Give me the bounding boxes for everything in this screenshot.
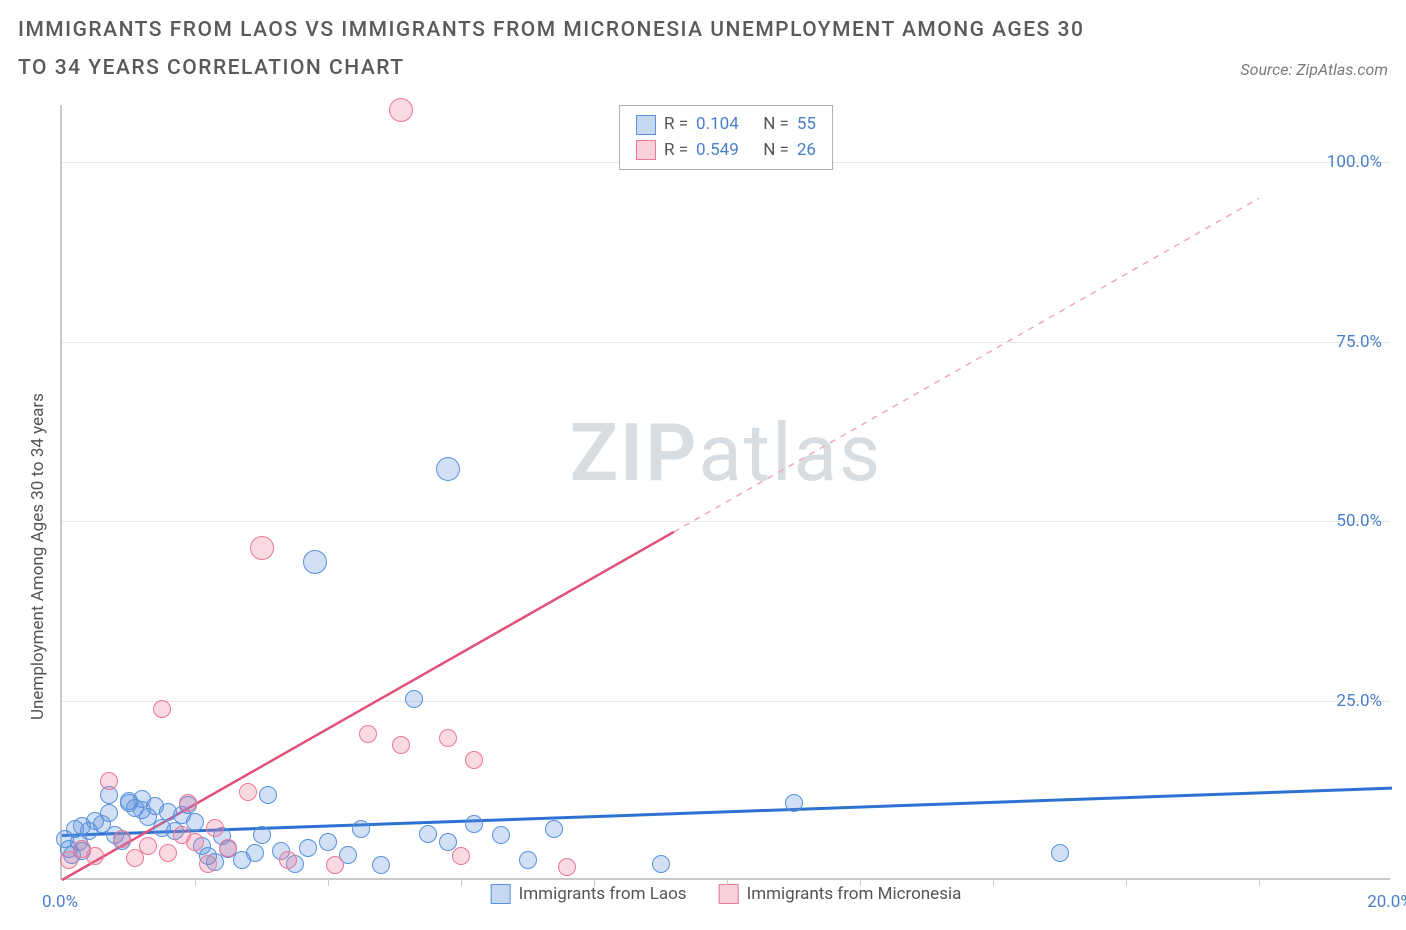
x-tick-label: 0.0% [42, 892, 78, 912]
data-point [206, 819, 224, 837]
swatch-blue [491, 884, 511, 904]
x-minor-tick [328, 878, 329, 886]
data-point [253, 826, 271, 844]
data-point [250, 536, 274, 560]
data-point [439, 833, 457, 851]
data-point [86, 847, 104, 865]
data-point [80, 822, 98, 840]
source-name: ZipAtlas.com [1296, 60, 1388, 79]
data-point [392, 736, 410, 754]
scatter-plot: ZIPatlas R = 0.104 N = 55 R = 0.549 N = … [60, 105, 1390, 880]
data-point [652, 855, 670, 873]
source-prefix: Source: [1240, 60, 1296, 79]
data-point [492, 826, 510, 844]
data-point [1051, 844, 1069, 862]
data-point [359, 725, 377, 743]
legend-label-micronesia: Immigrants from Micronesia [747, 884, 962, 904]
data-point [326, 856, 344, 874]
data-point [558, 858, 576, 876]
data-point [299, 839, 317, 857]
data-point [319, 833, 337, 851]
data-point [372, 856, 390, 874]
data-point [133, 801, 151, 819]
data-point [159, 844, 177, 862]
x-minor-tick [195, 878, 196, 886]
data-point [239, 783, 257, 801]
data-point [199, 855, 217, 873]
data-point [545, 820, 563, 838]
data-point [436, 457, 460, 481]
data-point [100, 772, 118, 790]
data-point [452, 847, 470, 865]
x-minor-tick [727, 878, 728, 886]
data-point [179, 794, 197, 812]
y-tick-label: 50.0% [1336, 511, 1382, 531]
y-tick-label: 100.0% [1327, 152, 1382, 172]
data-point [785, 794, 803, 812]
data-point [519, 851, 537, 869]
source-attribution: Source: ZipAtlas.com [1240, 60, 1388, 79]
trend-lines-layer [62, 105, 1392, 880]
chart-title: IMMIGRANTS FROM LAOS VS IMMIGRANTS FROM … [18, 12, 1118, 88]
legend-item-laos: Immigrants from Laos [491, 884, 687, 904]
x-minor-tick [594, 878, 595, 886]
y-tick-label: 75.0% [1336, 332, 1382, 352]
data-point [439, 729, 457, 747]
data-point [186, 833, 204, 851]
data-point [465, 751, 483, 769]
data-point [303, 550, 327, 574]
y-tick-label: 25.0% [1336, 691, 1382, 711]
y-axis-label: Unemployment Among Ages 30 to 34 years [28, 393, 48, 720]
data-point [219, 839, 237, 857]
data-point [352, 820, 370, 838]
x-tick-label: 20.0% [1367, 892, 1406, 912]
data-point [139, 837, 157, 855]
data-point [419, 825, 437, 843]
trend-line [674, 198, 1259, 532]
legend-item-micronesia: Immigrants from Micronesia [719, 884, 962, 904]
data-point [153, 700, 171, 718]
legend-label-laos: Immigrants from Laos [519, 884, 687, 904]
data-point [465, 815, 483, 833]
x-minor-tick [860, 878, 861, 886]
data-point [113, 830, 131, 848]
data-point [389, 98, 413, 122]
series-legend: Immigrants from Laos Immigrants from Mic… [491, 884, 962, 904]
data-point [405, 690, 423, 708]
swatch-pink [719, 884, 739, 904]
data-point [259, 786, 277, 804]
data-point [279, 851, 297, 869]
data-point [100, 804, 118, 822]
x-minor-tick [1126, 878, 1127, 886]
data-point [246, 844, 264, 862]
x-minor-tick [461, 878, 462, 886]
x-minor-tick [1259, 878, 1260, 886]
x-minor-tick [993, 878, 994, 886]
